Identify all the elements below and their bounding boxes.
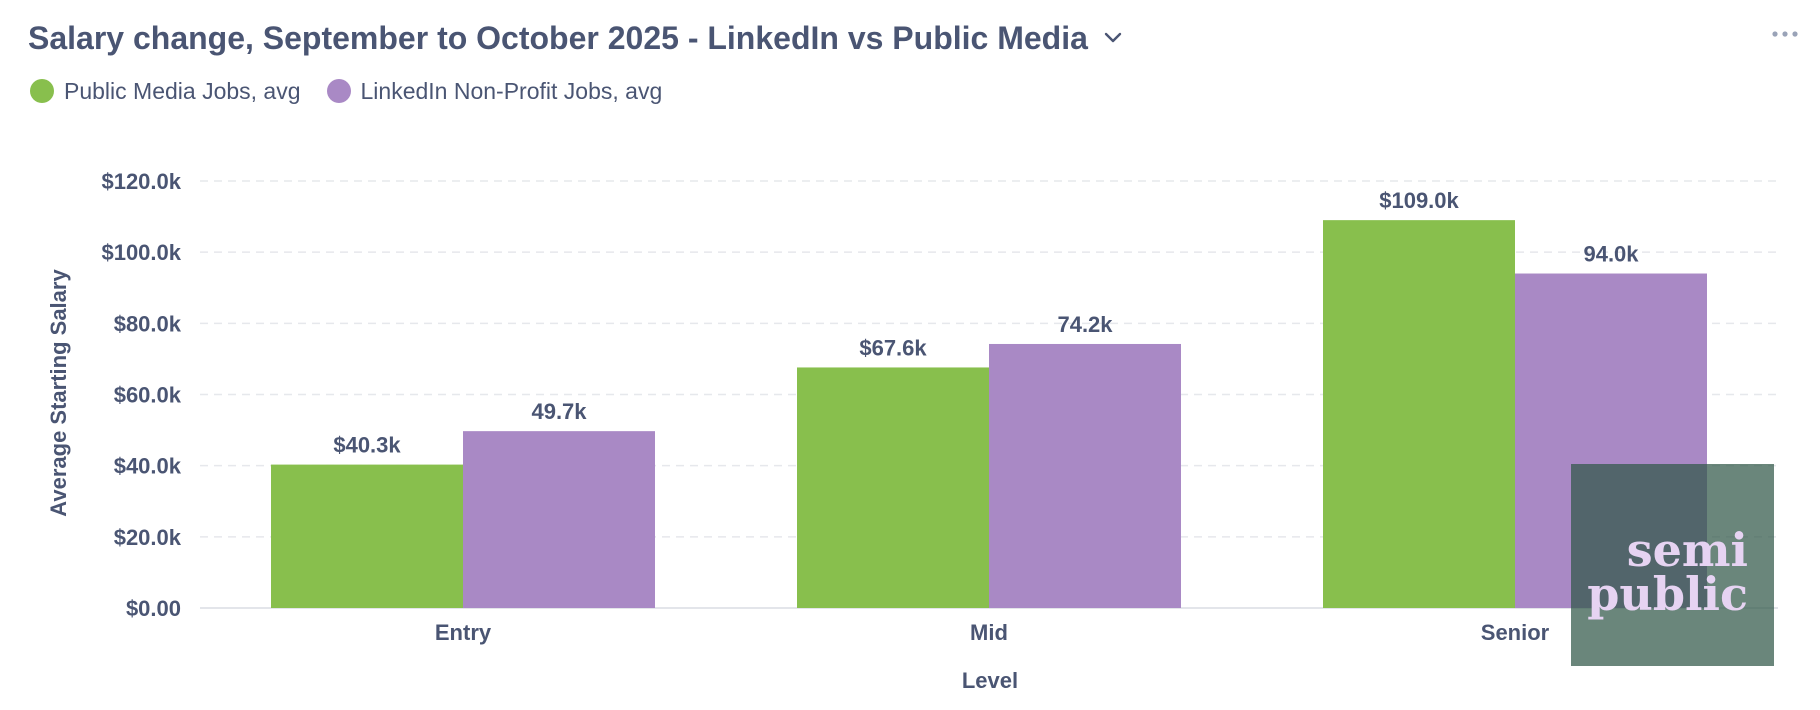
data-label: 94.0k bbox=[1583, 242, 1639, 267]
y-tick-label: $20.0k bbox=[114, 525, 182, 550]
x-tick-label: Entry bbox=[435, 620, 492, 645]
y-tick-label: $0.00 bbox=[126, 596, 181, 621]
y-axis-title: Average Starting Salary bbox=[46, 269, 71, 517]
bar-entry-series-2[interactable] bbox=[463, 431, 655, 608]
y-tick-label: $80.0k bbox=[114, 311, 182, 336]
bar-chart: $0.00 $20.0k $40.0k $60.0k $80.0k $100.0k $120… bbox=[0, 0, 1820, 710]
data-label: $109.0k bbox=[1379, 188, 1459, 213]
x-tick-label: Senior bbox=[1481, 620, 1550, 645]
x-tick-label: Mid bbox=[970, 620, 1008, 645]
y-tick-label: $40.0k bbox=[114, 454, 182, 479]
bar-entry-series-1[interactable] bbox=[271, 465, 463, 608]
data-label: 49.7k bbox=[531, 399, 587, 424]
bar-mid-series-2[interactable] bbox=[989, 344, 1181, 608]
data-label: $67.6k bbox=[859, 335, 927, 360]
bar-mid-series-1[interactable] bbox=[797, 367, 989, 608]
watermark-line-1: semi bbox=[1627, 528, 1748, 572]
semipublic-watermark-logo: semi public bbox=[1571, 464, 1774, 666]
data-label: 74.2k bbox=[1057, 312, 1113, 337]
data-label: $40.3k bbox=[333, 433, 401, 458]
y-tick-label: $60.0k bbox=[114, 383, 182, 408]
y-tick-label: $120.0k bbox=[101, 169, 181, 194]
watermark-line-2: public bbox=[1587, 572, 1748, 616]
x-axis-title: Level bbox=[962, 668, 1018, 693]
bar-senior-series-1[interactable] bbox=[1323, 220, 1515, 608]
y-tick-label: $100.0k bbox=[101, 240, 181, 265]
